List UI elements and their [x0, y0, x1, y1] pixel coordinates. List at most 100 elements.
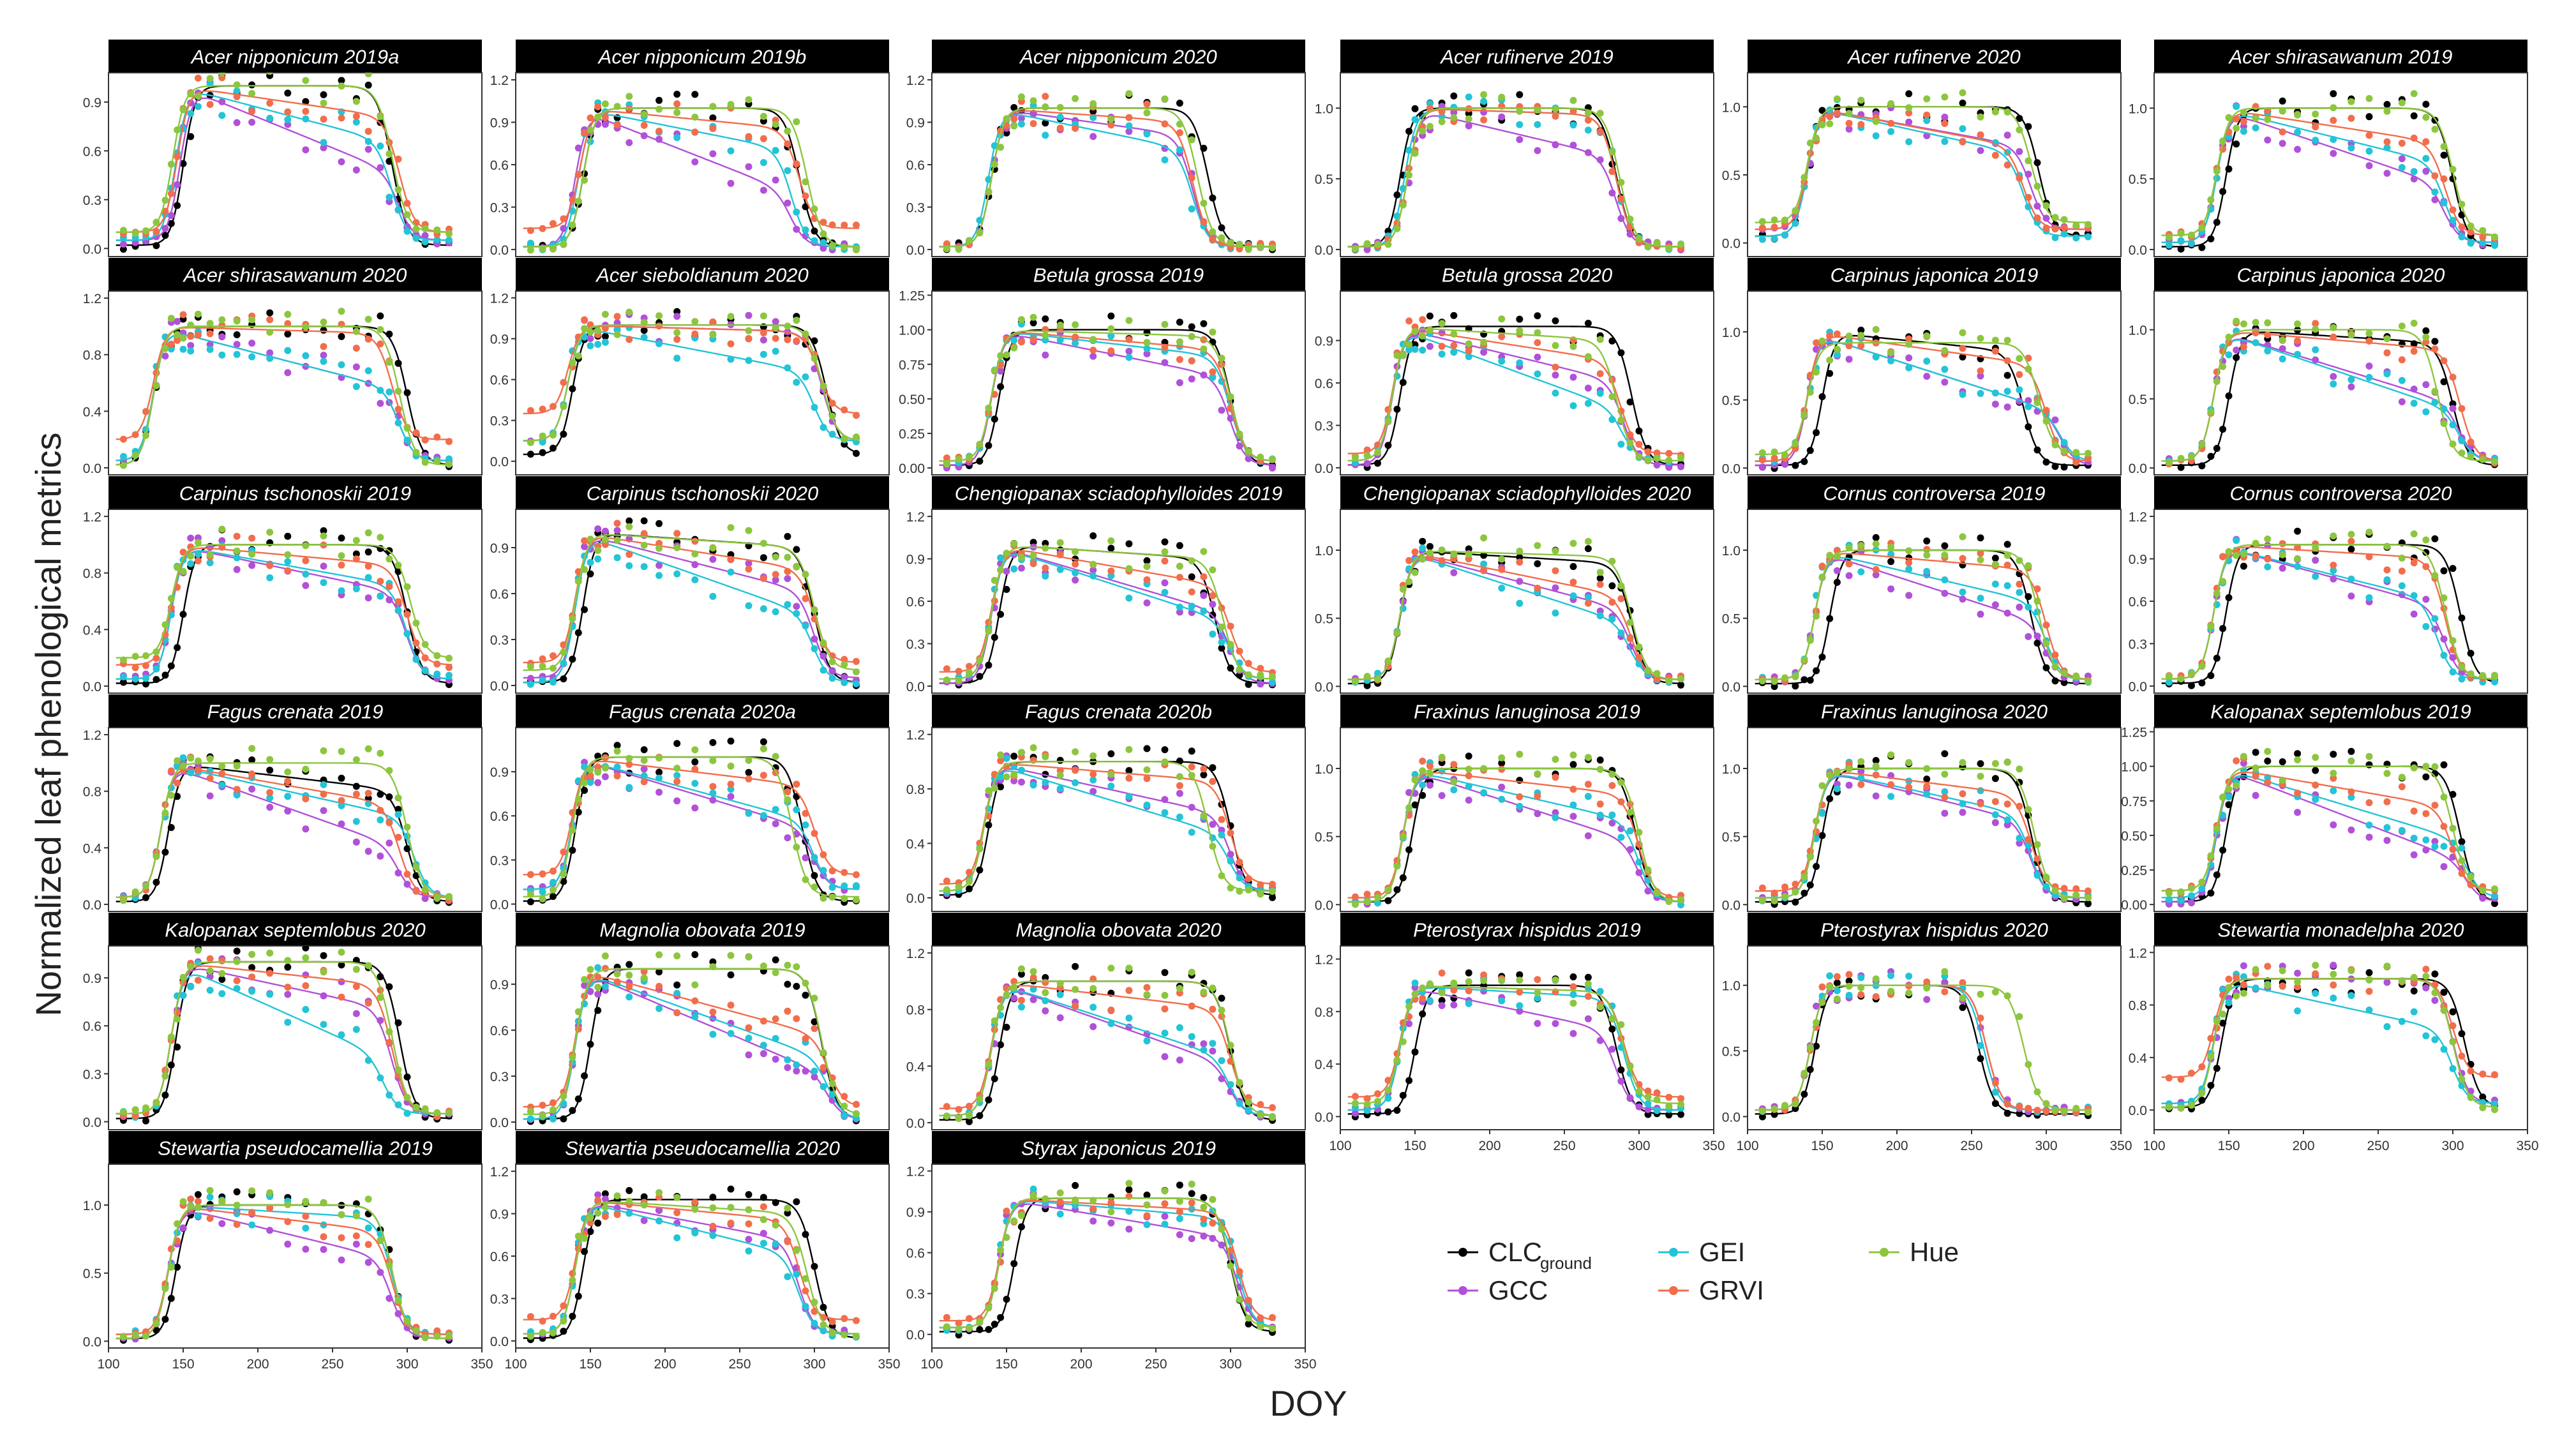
- data-point-hue: [1405, 341, 1412, 348]
- data-point-clc: [1807, 881, 1814, 888]
- data-point-grvi: [168, 767, 175, 774]
- data-point-hue: [1057, 772, 1064, 779]
- data-point-gcc: [2279, 140, 2286, 147]
- data-point-gcc: [2252, 792, 2259, 799]
- data-point-hue: [1801, 412, 1808, 419]
- data-point-hue: [2240, 550, 2247, 557]
- data-point-clc: [1162, 746, 1169, 753]
- data-point-hue: [829, 658, 836, 665]
- data-point-grvi: [2016, 581, 2023, 588]
- data-point-clc: [2411, 112, 2418, 119]
- data-point-hue: [1374, 241, 1381, 248]
- data-point-hue: [187, 754, 194, 761]
- panel-title: Chengiopanax sciadophylloides 2019: [955, 482, 1283, 504]
- data-point-hue: [1018, 93, 1025, 100]
- data-point-clc: [320, 952, 327, 959]
- data-point-hue: [365, 745, 372, 753]
- data-point-hue: [1144, 767, 1151, 774]
- data-point-clc: [2348, 546, 2355, 553]
- data-point-hue: [1941, 347, 1948, 354]
- data-point-hue: [2431, 126, 2438, 133]
- data-point-clc: [2441, 378, 2448, 386]
- data-point-hue: [2198, 879, 2205, 886]
- data-point-gei: [1905, 565, 1912, 573]
- data-point-hue: [560, 648, 567, 655]
- data-point-grvi: [2459, 870, 2466, 877]
- data-point-clc: [1516, 316, 1523, 323]
- y-tick-label: 1.2: [83, 728, 101, 743]
- data-point-hue: [338, 748, 345, 755]
- data-point-grvi: [2043, 225, 2050, 232]
- data-point-gei: [377, 387, 384, 394]
- data-point-gcc: [1941, 114, 1948, 121]
- data-point-hue: [2252, 115, 2259, 122]
- data-point-hue: [2061, 447, 2068, 454]
- data-point-hue: [195, 311, 202, 318]
- data-point-clc: [1792, 682, 1799, 689]
- data-point-hue: [527, 439, 534, 446]
- data-point-gei: [1992, 1089, 1999, 1096]
- data-point-grvi: [655, 322, 663, 329]
- data-point-gcc: [1427, 782, 1434, 789]
- data-point-hue: [1427, 770, 1434, 777]
- data-point-hue: [234, 318, 241, 325]
- data-point-gei: [760, 159, 767, 166]
- data-point-hue: [1236, 888, 1243, 895]
- data-point-hue: [153, 382, 160, 389]
- data-point-grvi: [691, 331, 698, 338]
- data-point-gcc: [793, 1068, 800, 1075]
- data-point-grvi: [2264, 963, 2271, 970]
- data-point-gei: [1923, 568, 1930, 575]
- data-point-hue: [1627, 216, 1634, 223]
- data-point-clc: [745, 769, 753, 776]
- data-point-hue: [811, 355, 818, 362]
- data-point-gei: [841, 679, 848, 686]
- data-point-hue: [1200, 989, 1207, 996]
- data-point-hue: [1405, 1003, 1412, 1010]
- data-point-gei: [594, 964, 601, 971]
- data-point-clc: [991, 1075, 998, 1082]
- data-point-gei: [2061, 230, 2068, 237]
- data-point-gei: [1107, 783, 1114, 790]
- data-point-hue: [1570, 97, 1577, 104]
- data-point-hue: [2330, 104, 2337, 111]
- data-point-hue: [2166, 234, 2173, 241]
- data-point-hue: [943, 245, 950, 252]
- x-tick-label: 300: [2035, 1139, 2057, 1153]
- data-point-grvi: [820, 219, 827, 226]
- data-point-hue: [320, 318, 327, 326]
- data-point-gcc: [1405, 1020, 1412, 1027]
- data-point-hue: [180, 762, 187, 769]
- data-point-clc: [760, 738, 767, 745]
- data-point-grvi: [841, 1093, 848, 1100]
- data-point-gcc: [1585, 832, 1592, 839]
- data-point-grvi: [2422, 563, 2429, 570]
- data-point-gcc: [1846, 782, 1853, 789]
- data-point-gei: [1654, 1107, 1661, 1114]
- data-point-clc: [266, 767, 273, 774]
- data-point-gei: [728, 356, 735, 363]
- data-point-hue: [1873, 326, 1880, 333]
- data-point-hue: [433, 895, 440, 902]
- data-point-gcc: [1176, 379, 1183, 386]
- data-point-hue: [955, 1115, 962, 1122]
- data-point-gei: [691, 576, 698, 583]
- data-point-clc: [1188, 324, 1195, 331]
- data-point-hue: [2491, 458, 2498, 465]
- data-point-clc: [1057, 757, 1064, 764]
- data-point-grvi: [2072, 459, 2079, 466]
- data-point-hue: [2279, 967, 2286, 974]
- data-point-grvi: [2422, 139, 2429, 146]
- data-point-grvi: [2072, 885, 2079, 892]
- data-point-hue: [2252, 319, 2259, 326]
- y-tick-label: 0.5: [1722, 394, 1741, 408]
- data-point-clc: [168, 663, 175, 670]
- data-point-hue: [2025, 1061, 2032, 1068]
- data-point-gcc: [2399, 398, 2406, 405]
- data-point-grvi: [1597, 370, 1604, 377]
- data-point-grvi: [365, 563, 372, 570]
- data-point-gei: [2459, 437, 2466, 444]
- data-point-clc: [284, 331, 291, 338]
